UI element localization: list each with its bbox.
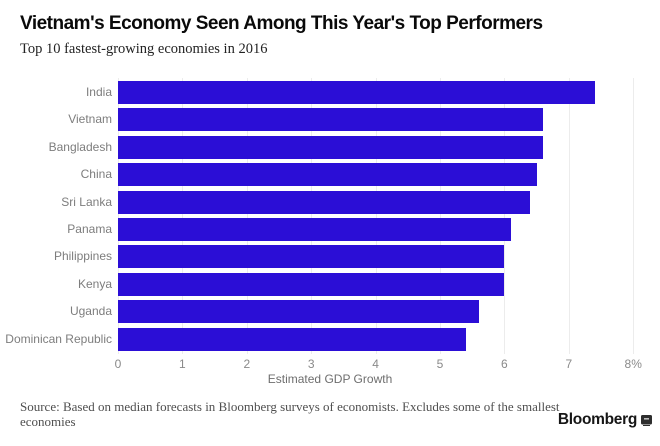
gridline (118, 78, 119, 354)
bar (118, 300, 479, 324)
bar-label: Bangladesh (48, 139, 112, 154)
gridline (375, 78, 377, 354)
bar (118, 163, 537, 187)
gridline (246, 78, 248, 354)
x-axis-tick-label: 8% (624, 357, 642, 371)
bar (118, 190, 531, 214)
gridline (440, 78, 441, 354)
bar-label: Kenya (77, 276, 112, 291)
bar-label: China (80, 167, 112, 182)
bar (118, 108, 544, 132)
chart-title: Vietnam's Economy Seen Among This Year's… (20, 13, 543, 34)
bloomberg-logo-text: Bloomberg (557, 411, 637, 428)
x-axis-title: Estimated GDP Growth (267, 372, 393, 386)
bar-label: India (85, 85, 112, 99)
gridline (568, 78, 570, 354)
bar (118, 245, 505, 269)
bar (118, 327, 466, 351)
bar-label: Sri Lanka (61, 194, 112, 209)
gridline (633, 78, 635, 354)
bar (118, 218, 511, 241)
bar-label: Dominican Republic (5, 331, 112, 346)
bar (118, 272, 505, 296)
gridline (182, 78, 184, 354)
bar (118, 81, 595, 104)
bar-label: Philippines (53, 249, 112, 264)
x-axis-tick-label: 5 (436, 357, 444, 371)
x-axis-tick-label: 1 (179, 357, 186, 371)
x-axis-tick-label: 0 (114, 357, 122, 371)
bar-label: Uganda (69, 304, 112, 319)
x-axis-tick-label: 6 (501, 357, 508, 371)
source-line: Source: Based on median forecasts in Blo… (20, 399, 560, 414)
x-axis-tick-label: 4 (372, 357, 379, 371)
source-note: Source: Based on median forecasts in Blo… (20, 399, 560, 429)
bar-label: Vietnam (68, 112, 112, 127)
source-line: economies (20, 414, 76, 429)
brand-mark: Bloomberg (558, 411, 652, 429)
gridline (504, 78, 506, 354)
x-axis-tick-label: 7 (565, 357, 573, 371)
gridline (311, 78, 313, 354)
bar-label: Panama (67, 222, 112, 236)
chart-subtitle: Top 10 fastest-growing economies in 2016 (20, 41, 268, 57)
x-axis-tick-label: 2 (243, 357, 251, 371)
bar (118, 135, 544, 159)
bloomberg-terminal-icon (641, 414, 652, 426)
x-axis-tick-label: 3 (307, 357, 315, 371)
